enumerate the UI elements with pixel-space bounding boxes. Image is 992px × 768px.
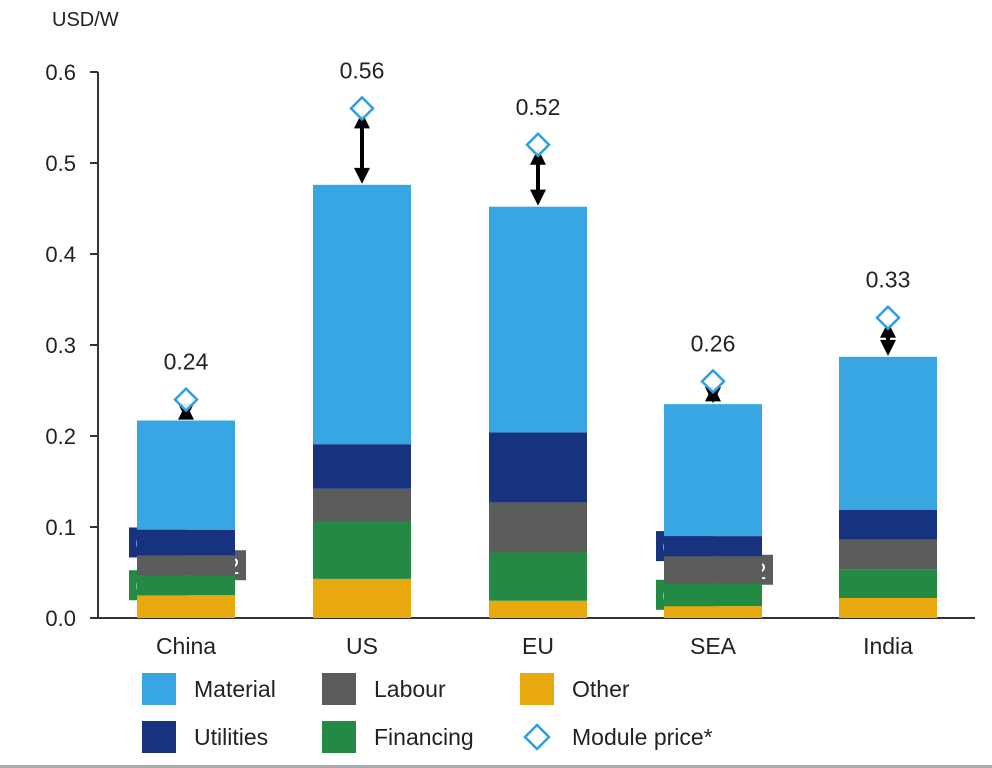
x-tick-label: China xyxy=(156,633,216,659)
bar-segment-utilities xyxy=(839,509,937,540)
bar-segment-material xyxy=(664,404,762,537)
y-tick-label: 0.2 xyxy=(45,424,76,449)
bar-segment-material xyxy=(839,356,937,510)
axes: 0.0 0.1 0.2 0.3 0.4 0.5 0.6 China US EU SEA India xyxy=(45,60,975,659)
legend-label: Financing xyxy=(374,724,474,750)
x-tick-label: SEA xyxy=(690,633,737,659)
legend-swatch xyxy=(142,721,176,753)
legend-item-material: Material xyxy=(142,673,276,705)
module-price-marker xyxy=(525,132,551,158)
legend-label: Labour xyxy=(374,676,446,702)
legend-label: Module price* xyxy=(572,724,713,750)
legend-diamond-icon xyxy=(523,723,551,751)
bar-segment-material xyxy=(137,420,235,530)
x-tick-label: US xyxy=(346,633,378,659)
bar-segment-other xyxy=(313,578,411,618)
bottom-divider xyxy=(0,765,992,768)
bar-segment-financing xyxy=(313,521,411,579)
legend-label: Material xyxy=(194,676,276,702)
bar-segment-utilities xyxy=(313,444,411,489)
bar-segment-utilities xyxy=(137,529,235,556)
module-price-markers: 0.24 0.56 0.52 0.26 0.33 xyxy=(164,57,911,420)
bar-segment-financing xyxy=(839,569,937,598)
bar-segment-financing xyxy=(664,583,762,607)
module-price-label: 0.33 xyxy=(866,267,911,293)
legend-item-utilities: Utilities xyxy=(142,721,268,753)
bar-segment-other xyxy=(137,595,235,618)
y-tick-label: 0.4 xyxy=(45,242,76,267)
bar-segment-labour xyxy=(839,539,937,570)
legend-swatch xyxy=(142,673,176,705)
y-tick-label: 0.0 xyxy=(45,606,76,631)
legend-label: Utilities xyxy=(194,724,268,750)
y-tick-label: 0.5 xyxy=(45,151,76,176)
module-price-label: 0.52 xyxy=(516,94,561,120)
bar-segment-labour xyxy=(664,556,762,584)
x-tick-label: EU xyxy=(522,633,554,659)
legend-label: Other xyxy=(572,676,630,702)
legend-item-financing: Financing xyxy=(322,721,474,753)
module-price-label: 0.24 xyxy=(164,349,209,375)
bar-segment-other xyxy=(664,606,762,618)
bar-segment-other xyxy=(489,600,587,618)
module-price-marker xyxy=(875,304,901,331)
legend-item-module-price: Module price* xyxy=(523,723,713,751)
module-price-label: 0.26 xyxy=(691,330,736,356)
bar-segment-financing xyxy=(489,552,587,601)
bar-segment-utilities xyxy=(664,536,762,557)
module-price-marker xyxy=(700,368,726,395)
y-tick-label: 0.6 xyxy=(45,60,76,85)
module-price-marker xyxy=(349,95,375,122)
legend-item-other: Other xyxy=(520,673,630,705)
module-price-marker xyxy=(173,386,199,413)
bar-segment-material xyxy=(489,206,587,433)
module-price-label: 0.56 xyxy=(340,57,385,83)
y-axis-unit-label: USD/W xyxy=(52,9,119,31)
legend-swatch xyxy=(322,673,356,705)
bar-segment-labour xyxy=(137,555,235,576)
legend-item-labour: Labour xyxy=(322,673,446,705)
bar-segment-financing xyxy=(137,575,235,596)
gap-arrow xyxy=(354,112,370,184)
bar-segment-labour xyxy=(313,488,411,522)
bar-segment-material xyxy=(313,184,411,445)
bar-segment-other xyxy=(839,597,937,618)
bars: 0.120.020.020.030.060.040.050.290.050.05… xyxy=(129,184,937,618)
legend: Material Labour Other Utilities Financing Mod… xyxy=(142,673,713,753)
y-tick-label: 0.3 xyxy=(45,333,76,358)
legend-swatch xyxy=(520,673,554,705)
bar-segment-utilities xyxy=(489,432,587,503)
y-tick-label: 0.1 xyxy=(45,515,76,540)
x-tick-label: India xyxy=(863,633,913,659)
legend-swatch xyxy=(322,721,356,753)
bar-segment-labour xyxy=(489,502,587,553)
